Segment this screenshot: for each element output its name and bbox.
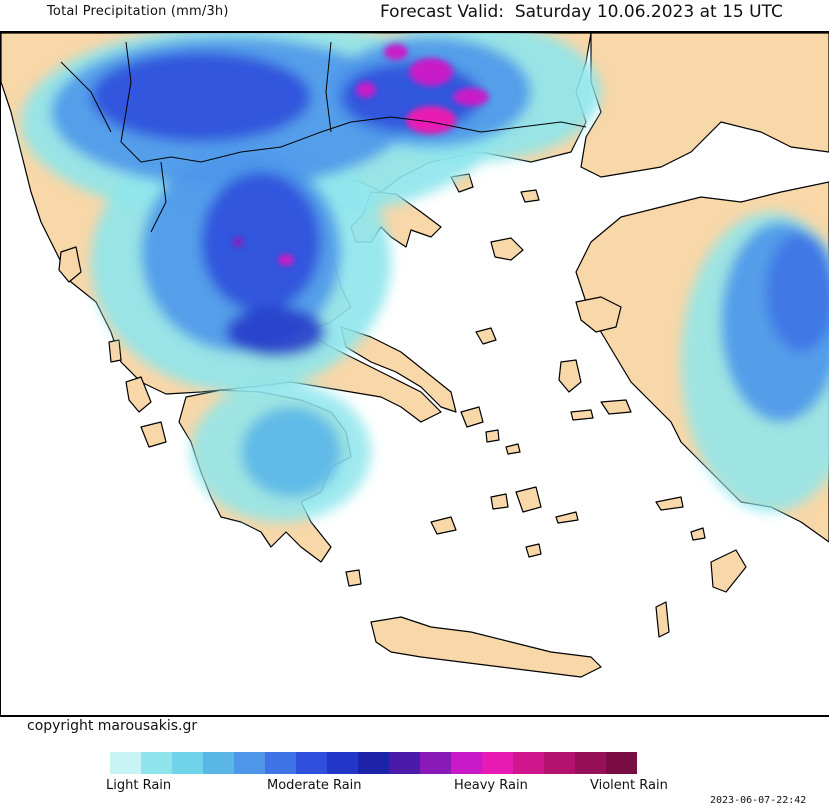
copyright-text: copyright marousakis.gr	[27, 718, 198, 734]
lefkada	[108, 339, 122, 363]
naxos	[515, 486, 542, 513]
legend-label-moderate: Moderate Rain	[267, 778, 362, 793]
legend-swatch-12	[451, 752, 482, 774]
santorini	[525, 543, 542, 558]
legend-swatch-11	[420, 752, 451, 774]
lesvos	[575, 296, 622, 333]
kythira	[345, 569, 362, 587]
heavy-rain-cells	[233, 44, 489, 266]
amorgos	[555, 511, 579, 524]
samos	[600, 399, 632, 415]
legend-swatch-17	[606, 752, 637, 774]
map-title: Total Precipitation (mm/3h)	[47, 4, 229, 19]
legend-swatch-9	[358, 752, 389, 774]
legend-swatch-14	[513, 752, 544, 774]
ikaria	[570, 409, 594, 421]
zakynthos	[140, 421, 167, 448]
turkey-north	[580, 33, 829, 178]
legend-label-light: Light Rain	[106, 778, 172, 793]
map-canvas	[1, 33, 829, 678]
skyros	[475, 327, 497, 345]
legend-swatch-15	[544, 752, 575, 774]
lemnos	[490, 237, 524, 261]
karpathos	[655, 601, 670, 638]
legend-swatch-1	[110, 752, 141, 774]
kos	[655, 496, 684, 511]
legend-swatch-10	[389, 752, 420, 774]
corfu	[58, 246, 82, 283]
evia	[340, 326, 457, 413]
rhodes	[710, 549, 747, 593]
paros	[490, 493, 509, 510]
milos	[430, 516, 457, 535]
precipitation-layer	[21, 33, 829, 522]
precipitation-map	[0, 31, 829, 717]
legend-swatch-16	[575, 752, 606, 774]
legend-swatch-3	[172, 752, 203, 774]
andros	[460, 406, 484, 428]
chios	[558, 359, 582, 393]
forecast-valid-time: Forecast Valid: Saturday 10.06.2023 at 1…	[380, 2, 783, 22]
legend-swatch-7	[296, 752, 327, 774]
mykonos	[505, 443, 521, 455]
country-borders	[60, 41, 587, 233]
kefalonia	[125, 376, 152, 413]
precipitation-color-scale	[110, 752, 637, 774]
legend-swatch-2	[141, 752, 172, 774]
legend-swatch-6	[265, 752, 296, 774]
legend-swatch-13	[482, 752, 513, 774]
kasos	[690, 527, 706, 541]
legend-swatch-4	[203, 752, 234, 774]
legend-label-violent: Violent Rain	[590, 778, 668, 793]
samothraki	[520, 189, 540, 203]
legend-swatch-8	[327, 752, 358, 774]
legend-label-heavy: Heavy Rain	[454, 778, 528, 793]
tinos	[485, 429, 500, 443]
crete	[370, 616, 602, 678]
legend-swatch-5	[234, 752, 265, 774]
generation-timestamp: 2023-06-07-22:42	[710, 795, 807, 806]
